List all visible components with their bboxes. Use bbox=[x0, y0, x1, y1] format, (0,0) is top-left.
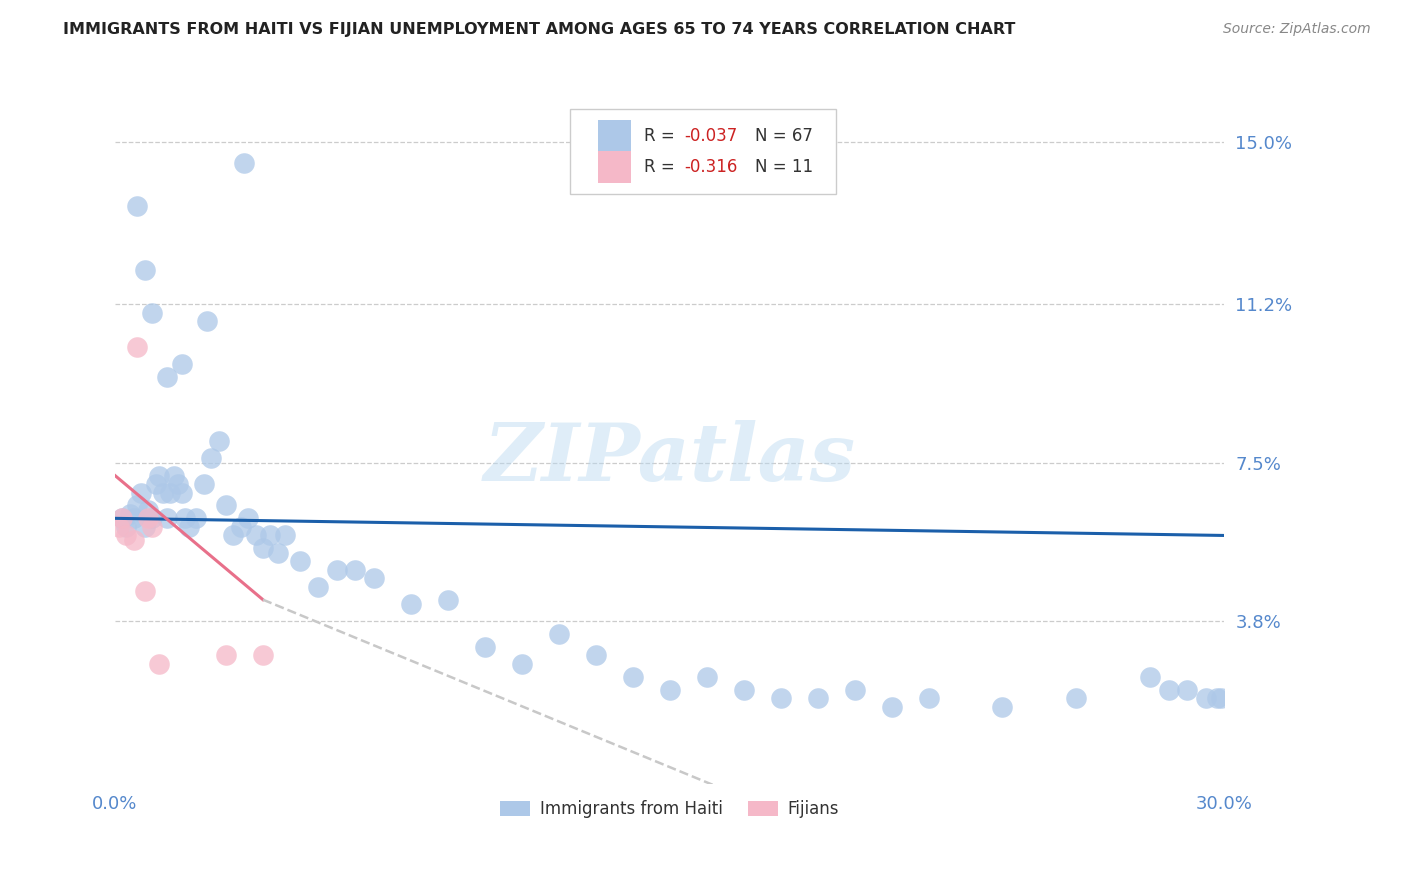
Point bbox=[136, 511, 159, 525]
Point bbox=[115, 528, 138, 542]
Point bbox=[233, 156, 256, 170]
FancyBboxPatch shape bbox=[598, 152, 631, 183]
Text: N = 11: N = 11 bbox=[755, 158, 813, 176]
Point bbox=[200, 451, 222, 466]
Point bbox=[344, 563, 367, 577]
Point bbox=[1195, 691, 1218, 706]
Point bbox=[186, 511, 208, 525]
Point bbox=[547, 627, 569, 641]
Point bbox=[156, 511, 179, 525]
Point bbox=[844, 682, 866, 697]
Point bbox=[167, 477, 190, 491]
Point bbox=[1175, 682, 1198, 697]
Point bbox=[148, 657, 170, 671]
Point bbox=[193, 477, 215, 491]
Point bbox=[122, 533, 145, 547]
Point bbox=[917, 691, 939, 706]
Point bbox=[880, 699, 903, 714]
Point bbox=[658, 682, 681, 697]
Point bbox=[1206, 691, 1229, 706]
Point bbox=[215, 648, 238, 663]
Point bbox=[437, 592, 460, 607]
Point bbox=[229, 520, 252, 534]
Point bbox=[148, 468, 170, 483]
Point bbox=[141, 511, 163, 525]
Point bbox=[170, 357, 193, 371]
Point bbox=[207, 434, 229, 449]
Point bbox=[115, 520, 138, 534]
Point bbox=[621, 670, 644, 684]
Text: Source: ZipAtlas.com: Source: ZipAtlas.com bbox=[1223, 22, 1371, 37]
FancyBboxPatch shape bbox=[569, 109, 837, 194]
Text: ZIPatlas: ZIPatlas bbox=[484, 420, 856, 498]
Point bbox=[107, 520, 129, 534]
Point bbox=[159, 485, 181, 500]
Point bbox=[141, 306, 163, 320]
Point bbox=[274, 528, 297, 542]
Point bbox=[267, 545, 290, 559]
Point bbox=[134, 584, 156, 599]
Point bbox=[122, 511, 145, 525]
Point bbox=[259, 528, 281, 542]
Point bbox=[177, 520, 200, 534]
Point bbox=[127, 340, 149, 354]
Point bbox=[111, 511, 134, 525]
Text: R =: R = bbox=[644, 158, 681, 176]
Point bbox=[145, 477, 167, 491]
Text: -0.316: -0.316 bbox=[685, 158, 738, 176]
Point bbox=[136, 502, 159, 516]
Point bbox=[1209, 691, 1232, 706]
Point bbox=[307, 580, 329, 594]
Point bbox=[129, 485, 152, 500]
Point bbox=[326, 563, 349, 577]
Point bbox=[170, 485, 193, 500]
Point bbox=[197, 314, 219, 328]
Point bbox=[141, 520, 163, 534]
Point bbox=[399, 597, 422, 611]
Point bbox=[236, 511, 259, 525]
Point bbox=[474, 640, 496, 654]
Text: -0.037: -0.037 bbox=[685, 127, 737, 145]
Point bbox=[163, 468, 186, 483]
Point bbox=[991, 699, 1014, 714]
Point bbox=[222, 528, 245, 542]
Point bbox=[134, 263, 156, 277]
Point bbox=[769, 691, 792, 706]
Point bbox=[585, 648, 607, 663]
Point bbox=[807, 691, 830, 706]
Point bbox=[252, 648, 274, 663]
Point bbox=[288, 554, 311, 568]
Point bbox=[733, 682, 755, 697]
Point bbox=[174, 511, 197, 525]
Text: IMMIGRANTS FROM HAITI VS FIJIAN UNEMPLOYMENT AMONG AGES 65 TO 74 YEARS CORRELATI: IMMIGRANTS FROM HAITI VS FIJIAN UNEMPLOY… bbox=[63, 22, 1015, 37]
Point bbox=[127, 199, 149, 213]
Point bbox=[152, 485, 174, 500]
FancyBboxPatch shape bbox=[598, 120, 631, 152]
Point bbox=[1066, 691, 1088, 706]
Point bbox=[252, 541, 274, 556]
Point bbox=[245, 528, 267, 542]
Legend: Immigrants from Haiti, Fijians: Immigrants from Haiti, Fijians bbox=[494, 794, 846, 825]
Point bbox=[1139, 670, 1161, 684]
Text: R =: R = bbox=[644, 127, 681, 145]
Point bbox=[111, 511, 134, 525]
Point bbox=[363, 571, 385, 585]
Point bbox=[696, 670, 718, 684]
Point bbox=[1157, 682, 1180, 697]
Point bbox=[118, 507, 141, 521]
Point bbox=[156, 370, 179, 384]
Point bbox=[510, 657, 533, 671]
Text: N = 67: N = 67 bbox=[755, 127, 813, 145]
Point bbox=[134, 520, 156, 534]
Point bbox=[215, 499, 238, 513]
Point bbox=[127, 499, 149, 513]
